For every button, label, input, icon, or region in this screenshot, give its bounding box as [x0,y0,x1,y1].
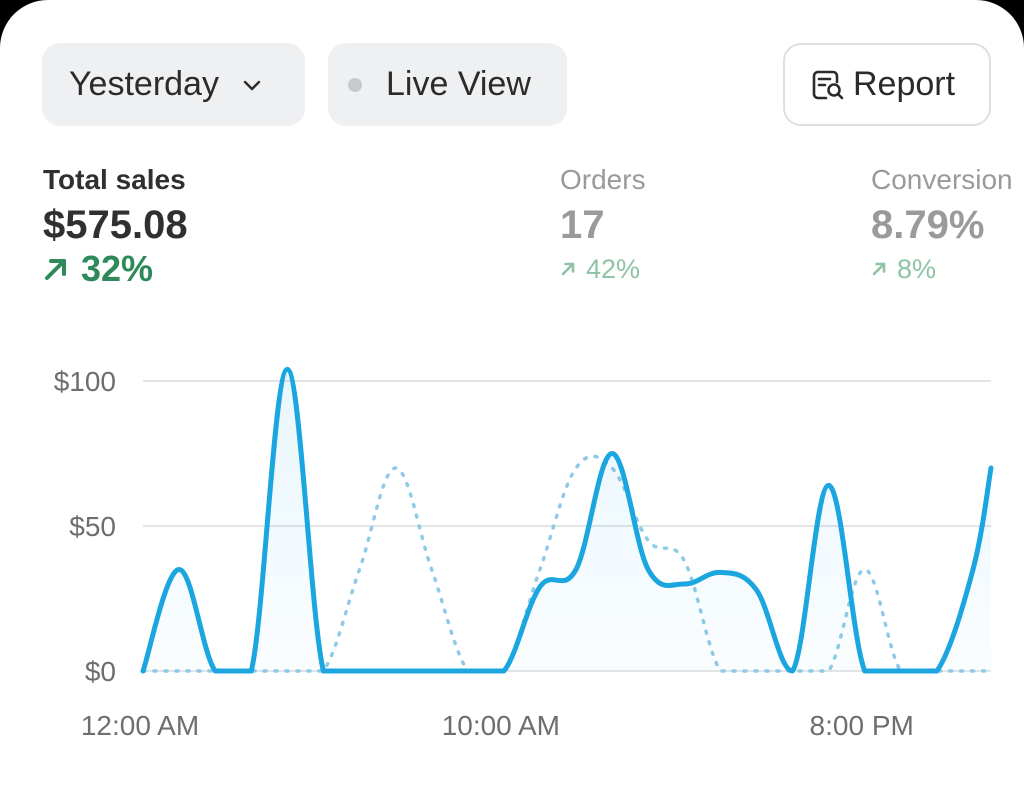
x-tick-label: 8:00 PM [810,710,914,741]
x-tick-label: 12:00 AM [81,710,199,741]
sales-chart[interactable]: $0 $50 $100 12:00 AM 10:00 AM 8:00 PM [0,330,1024,768]
metric-label: Conversion [871,164,1013,195]
report-label: Report [853,65,956,103]
chevron-down-icon [243,80,261,90]
report-search-icon [812,70,844,99]
metric-value: 17 [560,203,605,247]
live-status-dot-icon [348,77,362,92]
live-view-label: Live View [386,65,531,103]
metric-change-value: 42% [586,254,641,284]
live-view-button[interactable]: Live View [328,43,567,126]
y-tick-label: $100 [54,366,116,397]
metric-total-sales[interactable]: Total sales $575.08 32% [43,163,188,289]
metric-change-value: 32% [81,248,154,289]
metric-label: Orders [560,164,646,195]
metric-change-value: 8% [897,254,937,284]
x-tick-label: 10:00 AM [442,710,560,741]
sales-series-line [140,366,994,674]
date-range-label: Yesterday [69,65,219,103]
metric-orders[interactable]: Orders 17 42% [560,163,646,289]
y-tick-label: $0 [85,656,116,687]
metric-change: 32% [43,249,188,289]
metric-change: 42% [560,249,646,289]
metric-change: 8% [871,249,1013,289]
sales-series-area [143,369,991,671]
metric-value: 8.79% [871,203,985,247]
arrow-up-right-icon [872,262,886,276]
metric-value: $575.08 [43,203,188,247]
arrow-up-right-icon [45,259,66,280]
y-tick-label: $50 [69,511,116,542]
comparison-series-line [141,454,993,673]
arrow-up-right-icon [561,262,575,276]
metric-conversion[interactable]: Conversion 8.79% 8% [871,163,1013,289]
report-button[interactable]: Report [783,43,991,126]
metric-label: Total sales [43,164,186,195]
date-range-dropdown[interactable]: Yesterday [42,43,305,126]
